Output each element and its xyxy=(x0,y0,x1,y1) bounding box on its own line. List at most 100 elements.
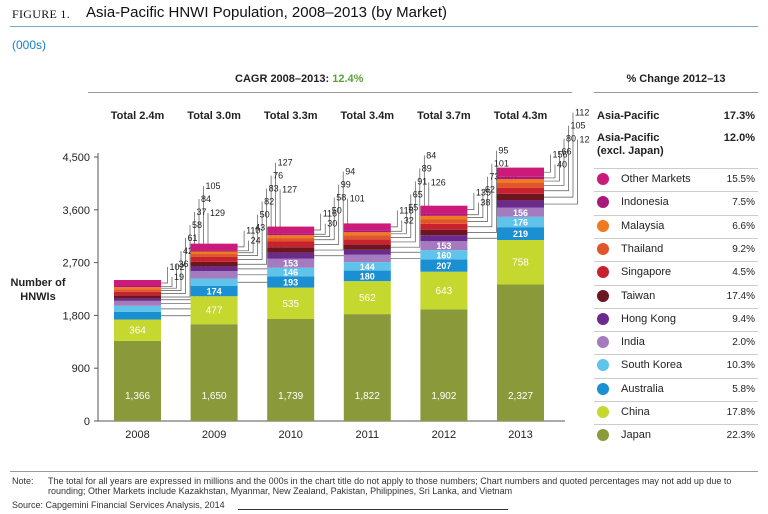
data-label: 174 xyxy=(207,287,222,297)
data-label: 1,366 xyxy=(125,391,150,402)
total-label: Total 3.3m xyxy=(264,110,318,122)
data-label: 84 xyxy=(426,150,436,160)
leader-line xyxy=(314,223,326,235)
bar-segment xyxy=(190,271,238,279)
legend-value: 4.5% xyxy=(732,267,755,279)
chart-unit-subtitle: (000s) xyxy=(12,38,47,52)
data-label: 89 xyxy=(422,163,432,173)
data-label: 76 xyxy=(273,171,283,181)
bar-segment xyxy=(267,247,315,253)
data-label: 364 xyxy=(129,326,146,337)
data-label: 65 xyxy=(413,189,423,199)
total-label: Total 3.7m xyxy=(417,110,471,122)
data-label: 50 xyxy=(332,206,342,216)
x-tick-label: 2012 xyxy=(432,429,456,441)
data-label: 758 xyxy=(512,258,529,269)
legend-item: Singapore 4.5% xyxy=(594,261,758,282)
asia-pacific-name: Asia-Pacific xyxy=(597,110,660,122)
bar-segment xyxy=(114,319,161,341)
legend-value: 22.3% xyxy=(726,430,755,442)
pct-change-divider xyxy=(594,92,758,93)
bar-segment xyxy=(420,309,468,421)
bar-segment xyxy=(343,254,391,263)
data-label: 219 xyxy=(513,229,528,239)
data-label: 193 xyxy=(283,277,298,287)
data-label: 127 xyxy=(282,185,297,195)
legend-item: Japan 22.3% xyxy=(594,424,758,445)
data-label: 180 xyxy=(360,271,375,281)
footer-divider xyxy=(10,471,758,472)
data-label: 61 xyxy=(188,233,198,243)
bar-segment xyxy=(497,200,544,208)
data-label: 562 xyxy=(359,293,376,304)
bar-segment xyxy=(267,252,315,259)
bar-segment xyxy=(343,270,391,282)
legend-item: Other Markets 15.5% xyxy=(594,168,758,189)
data-label: 105 xyxy=(571,121,586,131)
bar-segment xyxy=(190,250,238,252)
legend-item: Hong Kong 9.4% xyxy=(594,307,758,329)
data-label: 58 xyxy=(192,220,202,230)
data-label: 105 xyxy=(206,181,221,191)
bar-segment xyxy=(267,226,315,234)
data-label: 643 xyxy=(436,286,453,297)
bar-segment xyxy=(420,241,468,251)
bar-segment xyxy=(497,167,544,177)
y-tick-label: 3,600 xyxy=(62,205,90,217)
legend-value: 15.5% xyxy=(726,174,755,185)
x-tick-label: 2009 xyxy=(202,429,226,441)
leader-line xyxy=(544,125,569,192)
data-label: 102 xyxy=(170,262,185,272)
leader-line xyxy=(237,227,254,254)
leader-line xyxy=(467,202,479,216)
bar-segment xyxy=(114,286,161,288)
legend-swatch xyxy=(597,196,609,209)
data-label: 66 xyxy=(562,147,572,157)
x-tick-label: 2010 xyxy=(278,429,302,441)
legend-swatch xyxy=(597,266,609,279)
source-underline xyxy=(238,509,508,510)
data-label: 84 xyxy=(201,194,211,204)
leader-line xyxy=(467,150,497,233)
bar-segment xyxy=(420,250,468,260)
bar-segment xyxy=(343,314,391,421)
bar-segment xyxy=(190,324,238,421)
legend-value: 17.4% xyxy=(726,290,755,302)
data-label: 101 xyxy=(350,194,365,204)
bar-segment xyxy=(497,240,544,285)
leader-line xyxy=(161,238,186,294)
bar-segment xyxy=(497,187,544,194)
x-tick-label: 2013 xyxy=(508,429,532,441)
data-label: 19 xyxy=(174,272,184,282)
leader-line xyxy=(161,251,182,291)
leader-line xyxy=(314,171,344,251)
legend-value: 2.0% xyxy=(732,337,755,349)
bar-segment xyxy=(190,286,238,297)
legend-swatch xyxy=(597,336,609,349)
legend-swatch xyxy=(597,429,609,442)
x-tick-label: 2011 xyxy=(355,429,379,441)
bar-segment xyxy=(497,207,544,217)
bar-segment xyxy=(267,233,315,236)
legend-label: Australia xyxy=(621,382,664,395)
legend-label: India xyxy=(621,336,645,349)
data-label: 40 xyxy=(557,160,567,170)
bar-segment xyxy=(114,280,161,287)
data-label: 1,650 xyxy=(202,391,227,402)
legend-label: Taiwan xyxy=(621,289,656,302)
data-label: 99 xyxy=(341,180,351,190)
cagr-label: CAGR 2008–2013: 12.4% xyxy=(235,73,363,85)
data-label: 82 xyxy=(264,197,274,207)
leader-line xyxy=(237,188,267,265)
bar-segment xyxy=(267,318,315,421)
bar-segment xyxy=(343,239,391,245)
bar-segment xyxy=(114,300,161,306)
bar-segment xyxy=(497,227,544,241)
leader-line xyxy=(544,154,551,173)
bar-segment xyxy=(190,254,238,257)
bar-segment xyxy=(497,284,544,421)
bar-segment xyxy=(343,232,391,236)
data-label: 36 xyxy=(179,259,189,269)
legend-label: Indonesia xyxy=(621,196,669,209)
y-tick-label: 900 xyxy=(72,363,90,375)
